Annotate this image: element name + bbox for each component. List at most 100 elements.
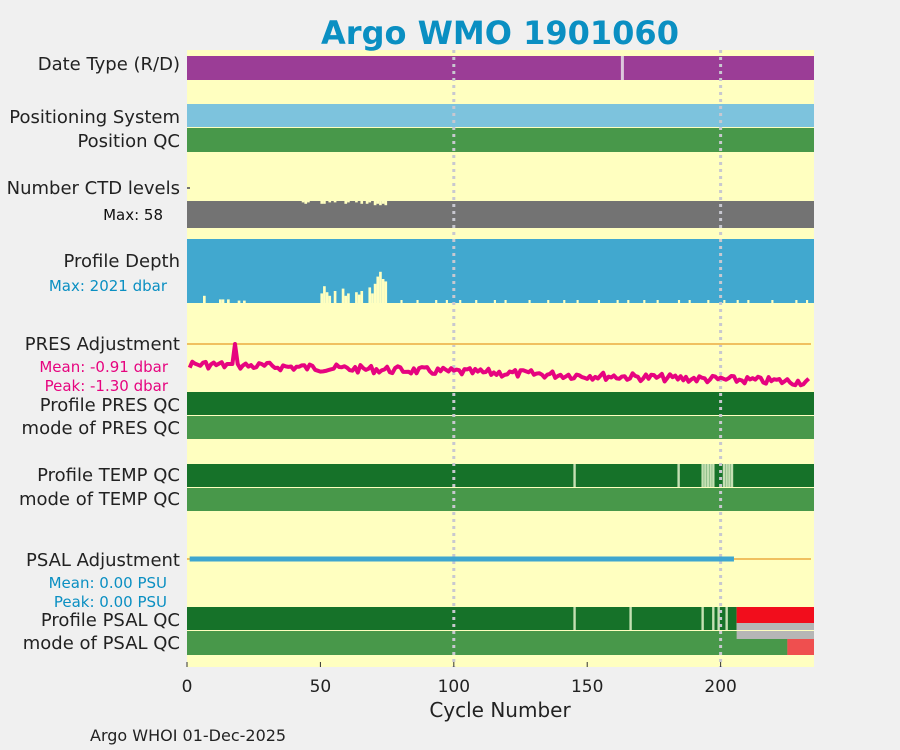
- mode-psal-qc-salmon: [787, 639, 814, 655]
- depth-notch-21: [379, 271, 382, 303]
- depth-tick-97: [445, 300, 448, 303]
- x-tick-label-0: 0: [182, 677, 193, 697]
- depth-tick-201: [723, 300, 726, 303]
- x-tick-label-2: 100: [438, 677, 470, 697]
- label-mode-pres-qc: mode of PRES QC: [22, 418, 180, 439]
- mode-psal-qc-grey: [736, 631, 814, 639]
- depth-notch-14: [355, 292, 358, 303]
- psal-qc-light-4: [717, 607, 720, 630]
- temp-qc-light-10: [730, 464, 734, 487]
- mode-psal-qc-good-tail: [736, 639, 788, 655]
- temp-qc-light-3: [704, 464, 707, 487]
- series-layer: [187, 342, 811, 562]
- label-profile-depth: Profile Depth: [63, 251, 180, 272]
- depth-tick-165: [627, 300, 630, 303]
- depth-tick-171: [643, 300, 646, 303]
- psal-qc-red-bar: [736, 607, 814, 623]
- profile-depth-bar: [187, 239, 814, 303]
- depth-notch-1: [219, 299, 222, 303]
- x-tick-label-1: 50: [310, 677, 332, 697]
- label-mode-psal-qc: mode of PSAL QC: [23, 633, 180, 654]
- plot-background: [187, 50, 814, 667]
- temp-qc-light-2: [701, 464, 704, 487]
- ctd-notch-1: [304, 201, 308, 204]
- ctd-notch-3: [320, 201, 324, 204]
- temp-qc-light-6: [712, 464, 715, 487]
- ctd-levels-bar: [187, 201, 814, 228]
- grid-layer: [452, 50, 723, 667]
- label-profile-pres-qc: Profile PRES QC: [40, 395, 180, 416]
- temp-qc-light-9: [728, 464, 731, 487]
- label-position-qc: Position QC: [77, 131, 180, 152]
- label-profile-psal-qc: Profile PSAL QC: [41, 610, 180, 631]
- depth-notch-7: [323, 286, 326, 303]
- psal-qc-grey-strip: [736, 623, 814, 630]
- depth-tick-128: [528, 300, 531, 303]
- psal-qc-light-1: [629, 607, 632, 630]
- depth-tick-102: [459, 300, 462, 303]
- depth-notch-19: [373, 283, 377, 303]
- chart-title: Argo WMO 1901060: [321, 14, 679, 52]
- depth-tick-195: [707, 300, 710, 303]
- depth-notch-9: [328, 295, 332, 303]
- depth-notch-3: [227, 299, 230, 303]
- temp-qc-light-0: [573, 464, 576, 487]
- temp-qc-light-5: [709, 464, 712, 487]
- depth-tick-86: [416, 300, 419, 303]
- depth-notch-4: [237, 300, 241, 303]
- depth-tick-119: [504, 300, 507, 303]
- ctd-outlier: [187, 187, 190, 189]
- pres-mean-label: Mean: -0.91 dbar: [39, 358, 169, 376]
- profile-temp-qc-bar: [187, 464, 814, 487]
- depth-notch-8: [325, 292, 329, 303]
- ctd-notch-13: [373, 201, 377, 206]
- mode-temp-qc-bar: [187, 488, 814, 511]
- depth-notch-20: [376, 276, 380, 303]
- label-mode-temp-qc: mode of TEMP QC: [19, 489, 180, 510]
- pres-peak-label: Peak: -1.30 dbar: [45, 377, 169, 395]
- label-positioning-system: Positioning System: [9, 107, 180, 128]
- ctd-max-label: Max: 58: [103, 206, 163, 224]
- row-bars-layer: [187, 56, 814, 655]
- mode-psal-qc-bar: [187, 631, 788, 655]
- depth-tick-228: [795, 300, 798, 303]
- pres-adjustment-series: [187, 342, 811, 388]
- depth-tick-188: [688, 300, 691, 303]
- depth-notch-6: [320, 293, 324, 303]
- positioning-system-bar: [187, 104, 814, 127]
- depth-tick-146: [576, 300, 579, 303]
- depth-tick-108: [475, 300, 478, 303]
- depth-tick-154: [597, 300, 601, 303]
- psal-qc-light-3: [712, 607, 715, 630]
- ctd-notch-2: [307, 201, 310, 203]
- depth-tick-80: [400, 300, 403, 303]
- psal-qc-light-5: [725, 607, 728, 630]
- temp-qc-light-8: [725, 464, 728, 487]
- depth-notch-5: [243, 300, 246, 303]
- psal-peak-label: Peak: 0.00 PSU: [54, 593, 167, 611]
- footer-credit: Argo WHOI 01-Dec-2025: [90, 726, 286, 745]
- depth-notch-10: [333, 291, 337, 303]
- depth-tick-219: [771, 300, 774, 303]
- x-axis: 0 50 100 150 200: [182, 662, 737, 697]
- label-profile-temp-qc: Profile TEMP QC: [37, 465, 180, 486]
- depth-notch-15: [357, 294, 361, 303]
- ctd-notch-16: [381, 201, 385, 204]
- depth-notch-22: [381, 279, 385, 303]
- temp-qc-light-1: [677, 464, 680, 487]
- label-date-type: Date Type (R/D): [38, 54, 180, 75]
- ctd-notch-8: [347, 201, 350, 203]
- ctd-notch-0: [301, 201, 305, 203]
- ctd-notch-14: [376, 201, 380, 204]
- ctd-notch-12: [368, 201, 372, 203]
- depth-tick-210: [747, 300, 750, 303]
- psal-qc-light-0: [573, 607, 576, 630]
- depth-tick-176: [656, 300, 659, 303]
- depth-notch-13: [347, 293, 350, 303]
- ctd-notch-17: [384, 201, 388, 206]
- psal-mean-label: Mean: 0.00 PSU: [49, 574, 167, 592]
- ctd-notch-7: [344, 201, 348, 204]
- temp-qc-light-7: [722, 464, 726, 487]
- psal-qc-light-2: [701, 607, 704, 630]
